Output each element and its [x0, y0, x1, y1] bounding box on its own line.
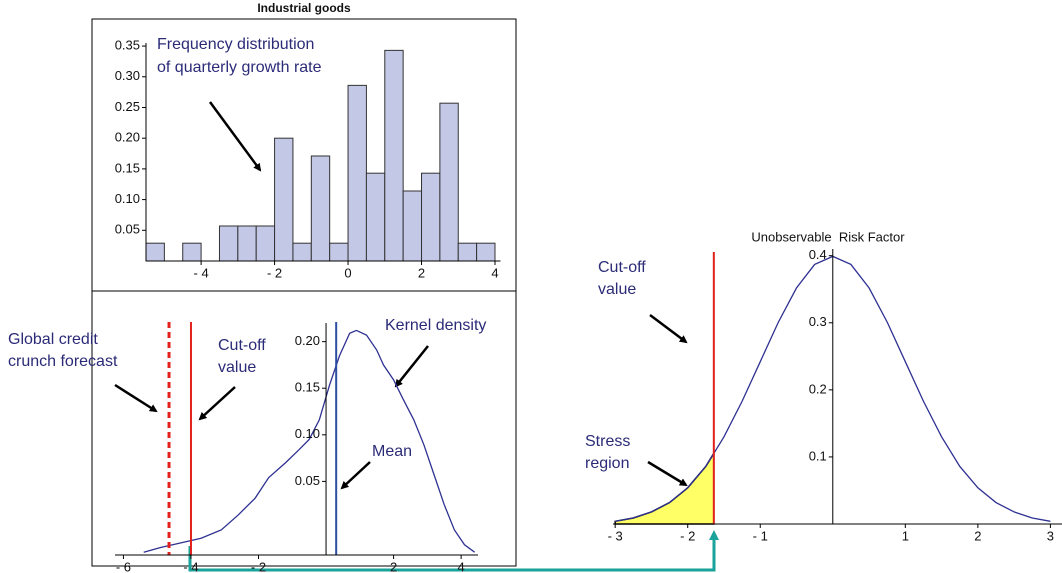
annotation: of quarterly growth rate — [157, 59, 322, 76]
x-tick-label: - 4 — [183, 559, 198, 573]
bar — [476, 242, 496, 262]
bar — [347, 84, 367, 262]
chart-title: Industrial goods — [257, 1, 351, 15]
annotation: Stress — [585, 433, 630, 450]
bar — [145, 242, 165, 262]
bar — [218, 225, 239, 262]
annotation: Mean — [372, 443, 412, 460]
annotation: region — [585, 455, 629, 472]
y-tick-label: 0.10 — [115, 191, 140, 206]
x-tick-label: - 2 — [267, 265, 282, 280]
y-tick-label: 0.30 — [115, 68, 140, 83]
x-tick-label: 0 — [344, 265, 351, 280]
y-tick-label: 0.15 — [115, 160, 140, 175]
plots: - 4 - 2 0 2 4 0.05 0.10 0.15 0.20 0.25 0.30 0.35 - 6… — [115, 38, 1062, 573]
annotation: Frequency distribution — [157, 36, 314, 53]
x-tick-label: 1 — [902, 528, 909, 543]
axis-label: Unobservable Risk Factor — [751, 229, 905, 244]
arrow — [647, 460, 688, 487]
y-tick-label: 0.20 — [295, 333, 320, 348]
bar — [402, 190, 423, 262]
stress-region — [614, 450, 715, 525]
bar — [365, 172, 386, 262]
y-tick-label: 0.15 — [295, 380, 320, 395]
bar — [292, 242, 312, 262]
annotation: Cut-off — [598, 259, 646, 276]
x-tick-label: 2 — [974, 528, 981, 543]
y-tick-label: 0.10 — [295, 426, 320, 441]
arrow — [394, 345, 429, 388]
annotation: Kernel density — [385, 317, 486, 334]
annotation: Cut-off — [218, 337, 266, 354]
bar — [274, 137, 294, 262]
y-tick-label: 0.35 — [115, 38, 140, 53]
annotation: crunch forecast — [8, 353, 118, 370]
bar — [329, 242, 349, 262]
bar — [310, 155, 331, 262]
bar — [421, 172, 441, 262]
y-tick-label: 0.20 — [115, 130, 140, 145]
bar — [237, 225, 257, 262]
y-tick-label: 0.1 — [809, 448, 827, 463]
bar — [439, 102, 459, 262]
x-tick-label: - 6 — [116, 559, 131, 573]
arrow — [649, 314, 688, 344]
x-tick-label: - 3 — [608, 528, 623, 543]
x-tick-label: 4 — [491, 265, 498, 280]
bar — [255, 225, 276, 262]
arrow — [114, 383, 158, 413]
x-tick-label: 2 — [418, 265, 425, 280]
arrow — [198, 386, 236, 421]
connector — [188, 530, 719, 572]
y-tick-label: 0.25 — [115, 99, 140, 114]
annotation: value — [598, 281, 636, 298]
bar — [182, 242, 202, 262]
annotation: Global credit — [8, 331, 98, 348]
y-tick-label: 0.3 — [809, 314, 827, 329]
bar — [457, 242, 478, 262]
bar — [384, 49, 404, 262]
panel-frame — [91, 290, 517, 567]
y-tick-label: 0.2 — [809, 381, 827, 396]
x-tick-label: - 1 — [753, 528, 768, 543]
x-tick-label: - 2 — [251, 559, 266, 573]
x-tick-label: - 4 — [194, 265, 209, 280]
annotation: value — [218, 359, 256, 376]
y-tick-label: 0.05 — [115, 222, 140, 237]
y-tick-label: 0.4 — [809, 247, 827, 262]
density-line — [143, 329, 476, 553]
x-tick-label: 2 — [390, 559, 397, 573]
x-tick-label: - 2 — [680, 528, 695, 543]
arrow — [340, 461, 371, 490]
arrow — [208, 101, 262, 172]
y-tick-label: 0.05 — [295, 473, 320, 488]
x-tick-label: 4 — [457, 559, 464, 573]
x-tick-label: 3 — [1047, 528, 1054, 543]
